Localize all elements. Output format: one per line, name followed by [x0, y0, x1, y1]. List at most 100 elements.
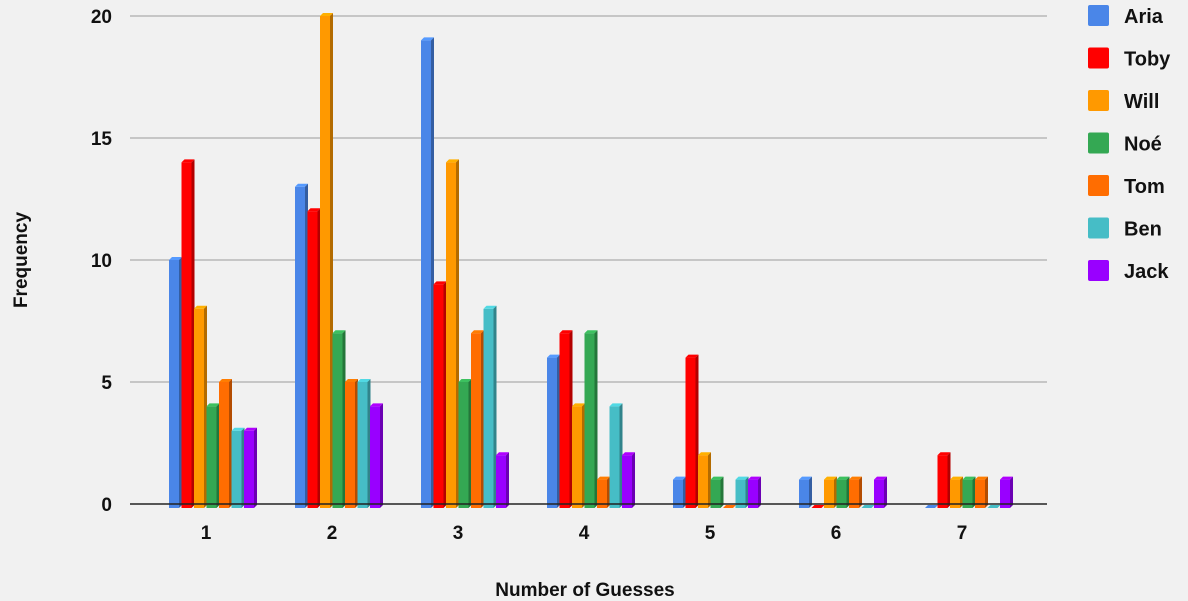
bar-front: [962, 479, 973, 508]
bar-top: [194, 305, 207, 309]
bar: [559, 330, 573, 508]
bar-side: [1010, 476, 1013, 508]
x-tick-label: 3: [453, 523, 464, 544]
bar-front: [559, 333, 570, 508]
bar: [609, 403, 623, 508]
bar-side: [456, 159, 459, 508]
bar-side: [594, 330, 598, 508]
bar: [483, 305, 497, 508]
bar-front: [231, 430, 242, 508]
bar-top: [181, 159, 195, 163]
legend-label: Toby: [1124, 49, 1171, 71]
bar: [421, 37, 434, 509]
legend-swatch: [1088, 47, 1109, 69]
bar: [169, 257, 182, 508]
bar-side: [960, 476, 963, 508]
bar-side: [834, 476, 837, 508]
bar-top: [295, 183, 308, 187]
bar: [597, 476, 610, 508]
bar-front: [874, 479, 884, 508]
legend-swatch: [1088, 5, 1109, 26]
bar-side: [632, 452, 635, 508]
legend-swatch: [1088, 217, 1109, 239]
bar: [194, 305, 207, 508]
bar: [458, 379, 472, 508]
bar-front: [458, 382, 469, 508]
bar-side: [342, 330, 346, 508]
bar-side: [745, 476, 749, 508]
bar: [710, 476, 724, 508]
bar-top: [471, 330, 484, 334]
x-axis-title: Number of Guesses: [495, 580, 675, 601]
bar: [950, 476, 963, 508]
bar: [244, 427, 257, 508]
bar-front: [1000, 479, 1010, 508]
bar-side: [431, 37, 434, 509]
bar-side: [607, 476, 610, 508]
bar: [685, 354, 699, 508]
legend-label: Ben: [1124, 219, 1162, 241]
legend-label: Tom: [1124, 176, 1165, 198]
bar-top: [874, 476, 887, 480]
bar-front: [244, 430, 254, 508]
bar-top: [710, 476, 724, 480]
legend-item: Toby: [1088, 47, 1171, 71]
bar-front: [332, 333, 343, 508]
bar: [547, 354, 560, 508]
bar-top: [836, 476, 850, 480]
x-tick-label: 5: [705, 523, 716, 544]
bar: [584, 330, 598, 508]
bar: [320, 13, 333, 508]
bar-front: [685, 357, 696, 508]
bar-top: [320, 13, 333, 16]
x-tick-label: 6: [831, 523, 842, 544]
bar-side: [809, 476, 812, 508]
bar-front: [836, 479, 847, 508]
bar: [987, 505, 1001, 508]
legend-item: Ben: [1088, 217, 1162, 241]
bar-side: [204, 305, 207, 508]
bar-top: [950, 476, 963, 480]
legend: Aria Toby Will Noé Tom Ben Jack: [1088, 5, 1171, 283]
bar-top: [433, 281, 447, 285]
bar-side: [443, 281, 447, 508]
bar: [496, 452, 509, 508]
bar-top: [332, 330, 346, 334]
bar-side: [317, 208, 321, 508]
bar-top: [231, 427, 245, 431]
bar-front: [219, 382, 229, 508]
legend-swatch: [1088, 260, 1109, 281]
bar-front: [849, 479, 859, 508]
bar-side: [229, 379, 232, 508]
bar-front: [547, 357, 557, 508]
bar: [811, 505, 825, 508]
bar-side: [254, 427, 257, 508]
bar: [723, 505, 736, 508]
bar: [962, 476, 976, 508]
bar-front: [735, 479, 746, 508]
bar-front: [206, 406, 217, 508]
bar-front: [622, 455, 632, 508]
bar-side: [619, 403, 623, 508]
bar-side: [947, 452, 951, 508]
bar-top: [609, 403, 623, 407]
bar: [307, 208, 321, 508]
bar-front: [446, 162, 456, 508]
bar-front: [295, 186, 305, 509]
bar-side: [380, 403, 383, 508]
bar-top: [962, 476, 976, 480]
bar-side: [972, 476, 976, 508]
bar-side: [481, 330, 484, 508]
bar-side: [846, 476, 850, 508]
bar-front: [710, 479, 721, 508]
bar-top: [547, 354, 560, 358]
y-tick-label: 5: [101, 373, 112, 394]
bar-front: [370, 406, 380, 508]
bar-front: [950, 479, 960, 508]
legend-item: Jack: [1088, 260, 1169, 283]
bar-side: [985, 476, 988, 508]
bar-zero: [987, 505, 1001, 508]
bar: [332, 330, 346, 508]
legend-item: Tom: [1088, 175, 1165, 198]
